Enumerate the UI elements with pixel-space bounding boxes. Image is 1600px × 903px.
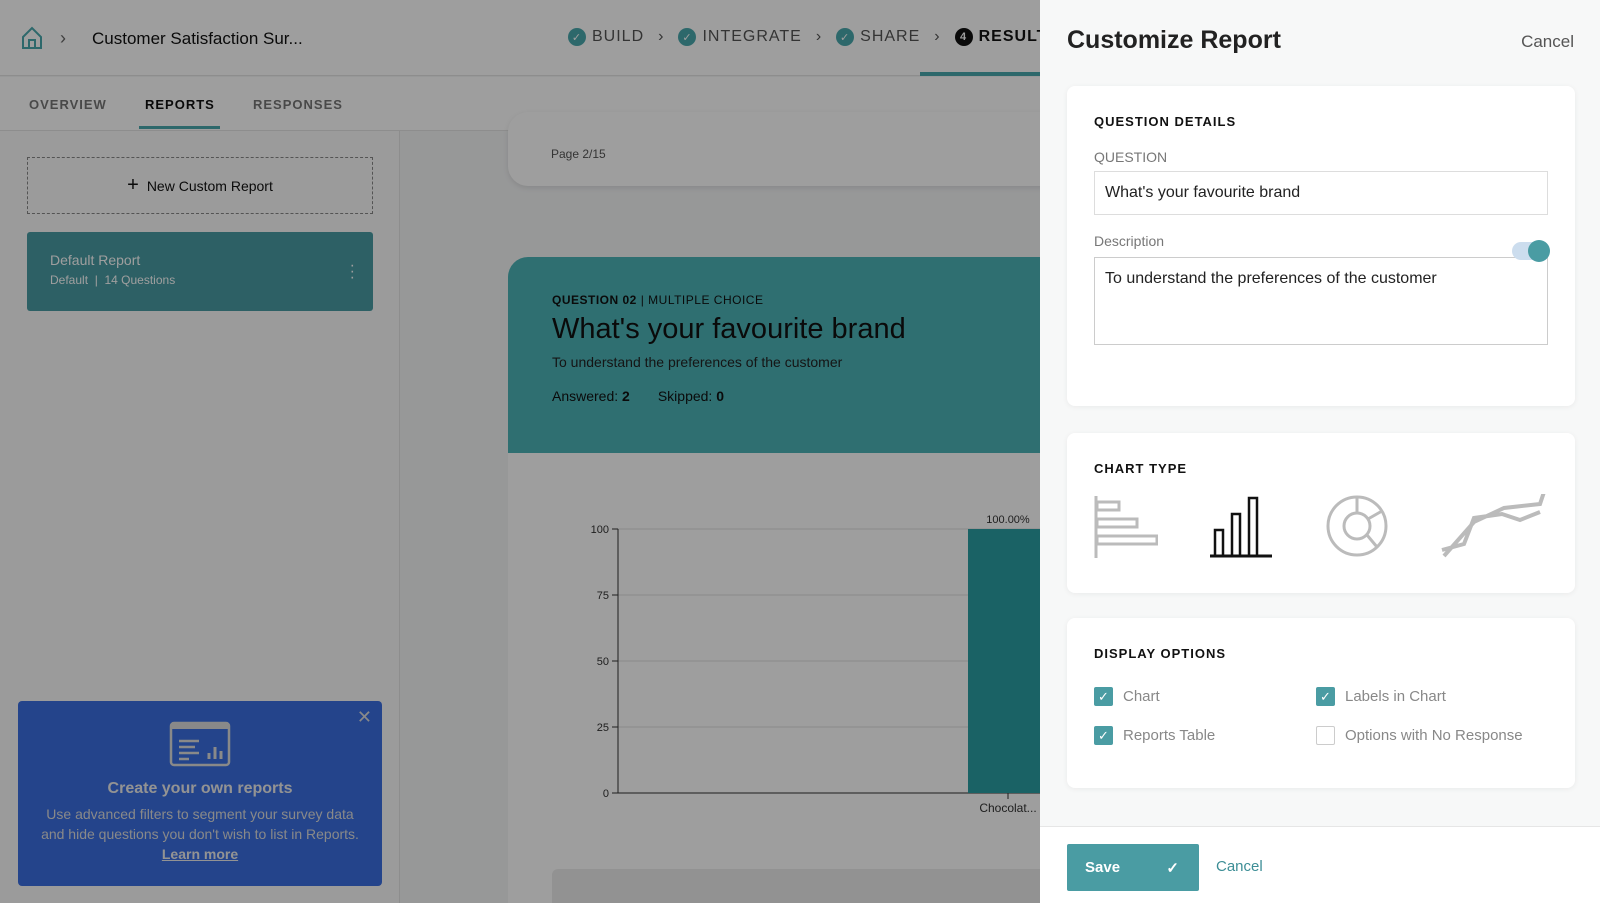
skipped-count: 0 — [716, 388, 725, 404]
tab-responses[interactable]: RESPONSES — [253, 97, 343, 112]
close-icon[interactable]: ✕ — [356, 707, 372, 727]
answered-label: Answered: — [552, 388, 619, 404]
learn-more-link[interactable]: Learn more — [161, 846, 239, 862]
step-integrate[interactable]: ✓ INTEGRATE — [678, 28, 801, 46]
question-type: MULTIPLE CHOICE — [648, 293, 764, 307]
option-label: Labels in Chart — [1345, 688, 1446, 705]
survey-title[interactable]: Customer Satisfaction Sur... — [92, 29, 303, 48]
panel-footer: Save ✓ Cancel — [1040, 826, 1600, 903]
bar — [968, 529, 1040, 793]
checkbox-checked-icon[interactable]: ✓ — [1094, 687, 1113, 706]
check-icon: ✓ — [678, 28, 697, 46]
report-illustration-icon — [169, 721, 231, 767]
y-tick-label: 25 — [597, 722, 609, 734]
step-label: SHARE — [860, 28, 921, 45]
description-textarea[interactable]: To understand the preferences of the cus… — [1094, 257, 1548, 345]
option-labels-in-chart[interactable]: ✓ Labels in Chart — [1316, 687, 1566, 706]
donut-chart-icon[interactable] — [1325, 494, 1389, 558]
option-label: Reports Table — [1123, 727, 1216, 744]
report-item-default[interactable]: Default Report Default | 14 Questions · ·… — [27, 232, 373, 311]
home-icon[interactable] — [20, 26, 44, 50]
promo-body: Use advanced filters to segment your sur… — [41, 806, 359, 842]
step-build[interactable]: ✓ BUILD — [568, 28, 644, 46]
question-description: To understand the preferences of the cus… — [552, 354, 843, 370]
x-tick-label: Chocolat... — [979, 801, 1036, 815]
question-input[interactable]: What's your favourite brand — [1094, 171, 1548, 215]
question-field-label: QUESTION — [1094, 149, 1168, 165]
option-reports-table[interactable]: ✓ Reports Table — [1094, 726, 1316, 745]
vertical-bar-chart-icon[interactable] — [1209, 494, 1273, 558]
page-indicator-card: Page 2/15 — [508, 112, 1040, 186]
chevron-right-icon: › — [934, 28, 941, 45]
checkbox-checked-icon[interactable]: ✓ — [1316, 687, 1335, 706]
promo-banner: ✕ Create your own reports Use advanced f… — [18, 701, 382, 886]
customize-report-panel: Customize Report Cancel QUESTION DETAILS… — [1040, 0, 1600, 903]
y-tick-label: 50 — [597, 656, 609, 668]
plus-icon: + — [127, 174, 139, 196]
option-no-response[interactable]: Options with No Response — [1316, 726, 1566, 745]
bar-chart: 0 25 50 75 100 100.00% Chocolat... — [591, 514, 1040, 815]
cancel-button[interactable]: Cancel — [1216, 858, 1263, 875]
step-number: 4 — [954, 28, 973, 46]
y-tick-label: 100 — [591, 524, 609, 536]
question-card: QUESTION 02 | MULTIPLE CHOICE What's you… — [508, 257, 1040, 903]
reports-table-placeholder — [552, 869, 1040, 903]
top-bar: › Customer Satisfaction Sur... ✓ BUILD › … — [0, 0, 1040, 76]
panel-title: Customize Report — [1067, 26, 1281, 54]
page-indicator: Page 2/15 — [551, 147, 606, 161]
modal-backdrop[interactable] — [0, 0, 1040, 903]
chevron-right-icon: › — [815, 28, 823, 45]
tab-overview[interactable]: OVERVIEW — [29, 97, 107, 112]
tab-reports[interactable]: REPORTS — [145, 97, 215, 112]
description-field-label: Description — [1094, 233, 1165, 249]
active-tab-indicator — [139, 126, 220, 129]
survey-results-page: › Customer Satisfaction Sur... ✓ BUILD › … — [0, 0, 1040, 903]
option-label: Options with No Response — [1345, 727, 1523, 744]
section-heading: QUESTION DETAILS — [1094, 114, 1237, 129]
report-question-count: 14 Questions — [104, 273, 176, 287]
step-label: INTEGRATE — [702, 28, 802, 45]
check-icon: ✓ — [836, 28, 855, 46]
section-heading: CHART TYPE — [1094, 461, 1188, 476]
report-name: Default Report — [50, 252, 141, 268]
question-number: QUESTION 02 — [552, 293, 637, 307]
check-icon: ✓ — [1166, 859, 1179, 877]
data-label: 100.00% — [986, 514, 1030, 526]
button-label: New Custom Report — [146, 177, 273, 194]
new-custom-report-button[interactable]: + New Custom Report — [27, 157, 373, 214]
promo-title: Create your own reports — [107, 780, 293, 797]
section-heading: DISPLAY OPTIONS — [1094, 646, 1227, 661]
step-nav: ✓ BUILD › ✓ INTEGRATE › ✓ SHARE › 4 RESULTS — [568, 28, 1040, 46]
check-icon: ✓ — [568, 28, 586, 46]
option-chart[interactable]: ✓ Chart — [1094, 687, 1316, 706]
active-step-indicator — [920, 72, 1040, 76]
y-tick-label: 0 — [603, 788, 609, 800]
skipped-label: Skipped: — [657, 388, 713, 404]
description-toggle[interactable] — [1512, 240, 1550, 262]
question-title: What's your favourite brand — [552, 313, 906, 345]
line-chart-icon[interactable] — [1440, 494, 1546, 558]
chevron-right-icon: › — [60, 28, 66, 48]
more-options-icon[interactable]: · · · — [349, 257, 355, 286]
checkbox-checked-icon[interactable]: ✓ — [1094, 726, 1113, 745]
reports-sidebar: + New Custom Report Default Report Defaul… — [0, 131, 400, 903]
answered-count: 2 — [622, 388, 630, 404]
save-button[interactable]: Save ✓ — [1067, 844, 1199, 891]
option-label: Chart — [1123, 688, 1160, 705]
question-details-card: QUESTION DETAILS QUESTION What's your fa… — [1067, 86, 1575, 406]
chevron-right-icon: › — [658, 28, 665, 45]
step-label: BUILD — [592, 28, 645, 45]
step-share[interactable]: ✓ SHARE — [836, 28, 920, 46]
chart-type-card: CHART TYPE — [1067, 433, 1575, 593]
step-label: RESULTS — [978, 28, 1040, 45]
header-cancel-button[interactable]: Cancel — [1521, 32, 1574, 51]
report-type: Default — [50, 273, 89, 287]
checkbox-unchecked-icon[interactable] — [1316, 726, 1335, 745]
horizontal-bar-chart-icon[interactable] — [1094, 494, 1158, 558]
save-label: Save — [1085, 859, 1121, 876]
display-options-card: DISPLAY OPTIONS ✓ Chart ✓ Labels in Chart … — [1067, 618, 1575, 788]
y-tick-label: 75 — [597, 590, 609, 602]
step-results[interactable]: 4 RESULTS — [954, 28, 1040, 46]
